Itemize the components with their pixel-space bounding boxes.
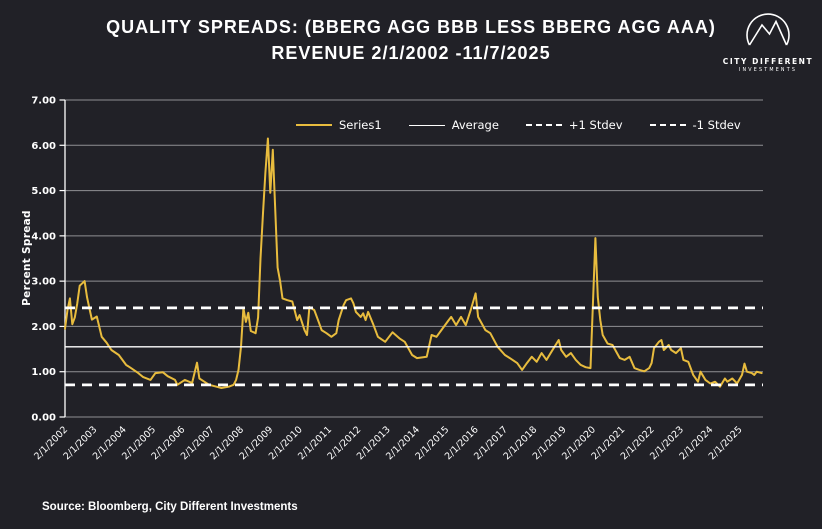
legend-label-average: Average (451, 118, 499, 132)
source-note: Source: Bloomberg, City Different Invest… (42, 501, 298, 513)
y-tick-label: 4.00 (31, 231, 56, 242)
chart-title-line1: QUALITY SPREADS: (BBERG AGG BBB LESS BBE… (106, 17, 716, 37)
y-tick-label: 6.00 (31, 141, 56, 152)
plus1-stdev-swatch-icon (525, 124, 562, 126)
series1-line-swatch-icon (296, 124, 332, 126)
legend-label-minus1-stdev: -1 Stdev (692, 118, 741, 132)
legend-item-average: Average (408, 118, 499, 132)
logo-text-investments: INVESTMENTS (738, 68, 798, 73)
chart-title: QUALITY SPREADS: (BBERG AGG BBB LESS BBE… (0, 14, 822, 66)
quality-spread-line-chart: 0.001.002.003.004.005.006.007.002/1/2002… (31, 96, 763, 462)
legend-label-plus1-stdev: +1 Stdev (568, 118, 623, 132)
legend-item-minus1-stdev: -1 Stdev (649, 118, 741, 132)
series1-path (64, 137, 763, 389)
mountain-circle-icon (746, 13, 790, 46)
logo-text-city-different: CITY DIFFERENT (722, 57, 814, 66)
chart-legend: Series1 Average +1 Stdev -1 Stdev (296, 118, 741, 132)
y-tick-label: 7.00 (31, 96, 56, 107)
chart-title-line2: REVENUE 2/1/2002 -11/7/2025 (271, 43, 551, 64)
legend-label-series1: Series1 (339, 118, 382, 132)
average-line-swatch-icon (408, 124, 445, 126)
y-tick-label: 0.00 (31, 413, 56, 424)
y-tick-label: 3.00 (31, 277, 56, 288)
company-logo: CITY DIFFERENT INVESTMENTS (720, 8, 816, 73)
y-tick-label: 5.00 (31, 186, 56, 197)
y-tick-label: 2.00 (31, 322, 56, 333)
legend-item-plus1-stdev: +1 Stdev (525, 118, 623, 132)
minus1-stdev-swatch-icon (649, 124, 686, 126)
legend-item-series1: Series1 (296, 118, 382, 132)
y-tick-label: 1.00 (31, 367, 56, 378)
